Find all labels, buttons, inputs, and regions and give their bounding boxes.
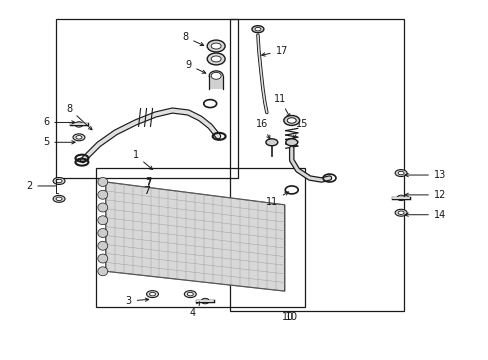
- Bar: [96, 168, 304, 307]
- Ellipse shape: [98, 241, 107, 250]
- Ellipse shape: [251, 26, 264, 33]
- Ellipse shape: [184, 291, 196, 298]
- Text: 7: 7: [145, 179, 151, 189]
- Ellipse shape: [56, 179, 62, 183]
- Ellipse shape: [394, 209, 406, 216]
- Ellipse shape: [207, 53, 224, 65]
- Polygon shape: [105, 182, 284, 291]
- Ellipse shape: [98, 190, 107, 199]
- Text: 11: 11: [273, 94, 289, 117]
- Ellipse shape: [209, 71, 223, 81]
- Ellipse shape: [211, 72, 221, 79]
- Text: 3: 3: [125, 296, 148, 306]
- Text: 2: 2: [26, 179, 58, 193]
- Ellipse shape: [98, 229, 107, 238]
- Text: 12: 12: [404, 190, 446, 200]
- Bar: [209, 76, 223, 89]
- Text: 7: 7: [143, 186, 150, 196]
- Ellipse shape: [285, 139, 297, 146]
- Text: 10: 10: [285, 312, 298, 322]
- Text: 13: 13: [404, 170, 445, 180]
- Ellipse shape: [211, 56, 221, 62]
- Ellipse shape: [397, 211, 403, 215]
- Ellipse shape: [98, 203, 107, 212]
- Text: 6: 6: [43, 117, 75, 127]
- Ellipse shape: [283, 116, 299, 125]
- Text: 10: 10: [281, 312, 293, 322]
- Text: 7: 7: [145, 172, 151, 187]
- Ellipse shape: [73, 134, 85, 141]
- Ellipse shape: [149, 292, 155, 296]
- Bar: [56, 19, 238, 178]
- Ellipse shape: [98, 254, 107, 263]
- Text: 16: 16: [255, 120, 269, 139]
- Ellipse shape: [76, 136, 82, 139]
- Text: 5: 5: [43, 137, 75, 147]
- Ellipse shape: [265, 139, 277, 146]
- Text: 4: 4: [189, 302, 199, 318]
- Ellipse shape: [396, 195, 404, 201]
- Ellipse shape: [286, 118, 296, 123]
- Text: 8: 8: [182, 32, 203, 46]
- Ellipse shape: [146, 291, 158, 298]
- Ellipse shape: [98, 177, 107, 186]
- Ellipse shape: [53, 195, 65, 202]
- Ellipse shape: [201, 298, 209, 304]
- Ellipse shape: [254, 27, 261, 31]
- Ellipse shape: [187, 292, 193, 296]
- Text: 15: 15: [293, 120, 307, 139]
- Ellipse shape: [211, 43, 221, 49]
- Ellipse shape: [397, 171, 403, 175]
- Ellipse shape: [53, 177, 65, 184]
- Ellipse shape: [75, 122, 83, 127]
- Ellipse shape: [98, 267, 107, 276]
- Ellipse shape: [56, 197, 62, 201]
- Ellipse shape: [98, 216, 107, 225]
- Text: 17: 17: [261, 46, 287, 56]
- Bar: [230, 19, 403, 311]
- Ellipse shape: [394, 170, 406, 176]
- Text: 14: 14: [404, 210, 445, 220]
- Text: 9: 9: [185, 60, 205, 73]
- Text: 8: 8: [66, 104, 92, 130]
- Text: 11: 11: [265, 192, 288, 207]
- Ellipse shape: [207, 40, 224, 52]
- Text: 1: 1: [132, 150, 152, 170]
